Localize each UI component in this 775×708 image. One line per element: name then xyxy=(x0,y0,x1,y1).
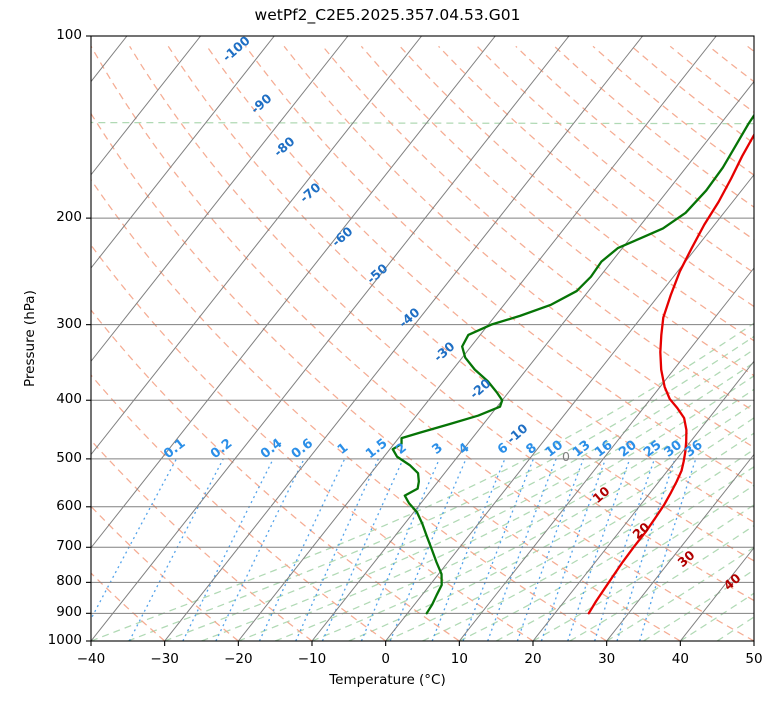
mixing-ratio-label: 0.1 xyxy=(161,436,188,462)
moist-adiabats-group xyxy=(91,121,754,641)
y-tick-label: 700 xyxy=(56,538,82,555)
x-tick-label: 0 xyxy=(381,651,390,667)
mixing-ratio-label: 0.4 xyxy=(258,436,285,462)
isotherm-label: -60 xyxy=(329,223,356,249)
temperature-profile-line xyxy=(587,132,754,615)
x-tick-label: −40 xyxy=(76,651,106,667)
x-tick-label: −10 xyxy=(297,651,327,667)
x-tick-label: 40 xyxy=(671,651,689,667)
isotherm-label: -30 xyxy=(431,338,458,364)
isotherms-group xyxy=(91,36,754,641)
x-tick-label: 10 xyxy=(450,651,468,667)
mixing-ratio-label: 3 xyxy=(430,440,446,457)
zero-isotherm-label: 0 xyxy=(562,449,570,464)
mixing-ratio-label: 1.5 xyxy=(363,436,390,462)
dewpoint-profile-line xyxy=(391,113,754,615)
x-tick-label: −20 xyxy=(224,651,253,667)
plot-frame xyxy=(90,35,755,642)
isotherm-label: -20 xyxy=(467,375,494,401)
axis-ticks-group xyxy=(86,35,755,646)
mixing-ratio-label: 16 xyxy=(592,438,615,461)
warm-isotherm-label: 40 xyxy=(721,570,744,593)
x-tick-label: 20 xyxy=(524,651,542,667)
pressure-gridlines-group xyxy=(91,36,754,641)
y-tick-label: 300 xyxy=(56,315,82,332)
chart-title: wetPf2_C2E5.2025.357.04.53.G01 xyxy=(254,6,521,24)
y-tick-label: 900 xyxy=(56,604,82,621)
isotherm-label: -80 xyxy=(271,133,298,159)
mixing-ratio-label: 1 xyxy=(335,440,351,457)
x-tick-label: −30 xyxy=(150,651,179,667)
mixing-ratio-label: 20 xyxy=(616,438,639,461)
y-tick-label: 200 xyxy=(56,209,82,226)
isotherm-label: -90 xyxy=(248,90,275,116)
x-tick-label: 50 xyxy=(745,651,763,667)
mixing-ratio-label: 0.6 xyxy=(289,436,316,462)
x-tick-label: 30 xyxy=(598,651,616,667)
isotherm-label: -70 xyxy=(297,179,324,205)
isotherm-label: -100 xyxy=(219,32,253,64)
dry-adiabats-group xyxy=(91,45,754,641)
y-tick-label: 500 xyxy=(56,449,82,466)
x-axis-label: Temperature (°C) xyxy=(329,672,446,688)
y-tick-label: 400 xyxy=(56,391,82,408)
y-tick-label: 800 xyxy=(56,573,82,590)
mixing-ratio-lines-group xyxy=(91,458,697,641)
y-tick-label: 1000 xyxy=(47,632,82,648)
y-tick-label: 100 xyxy=(56,27,82,43)
mixing-ratio-label: 0.2 xyxy=(208,436,235,462)
y-tick-label: 600 xyxy=(56,497,82,514)
isotherm-label: -50 xyxy=(364,260,391,286)
profile-curves-group xyxy=(391,113,754,615)
warm-isotherm-label: 10 xyxy=(590,483,613,506)
